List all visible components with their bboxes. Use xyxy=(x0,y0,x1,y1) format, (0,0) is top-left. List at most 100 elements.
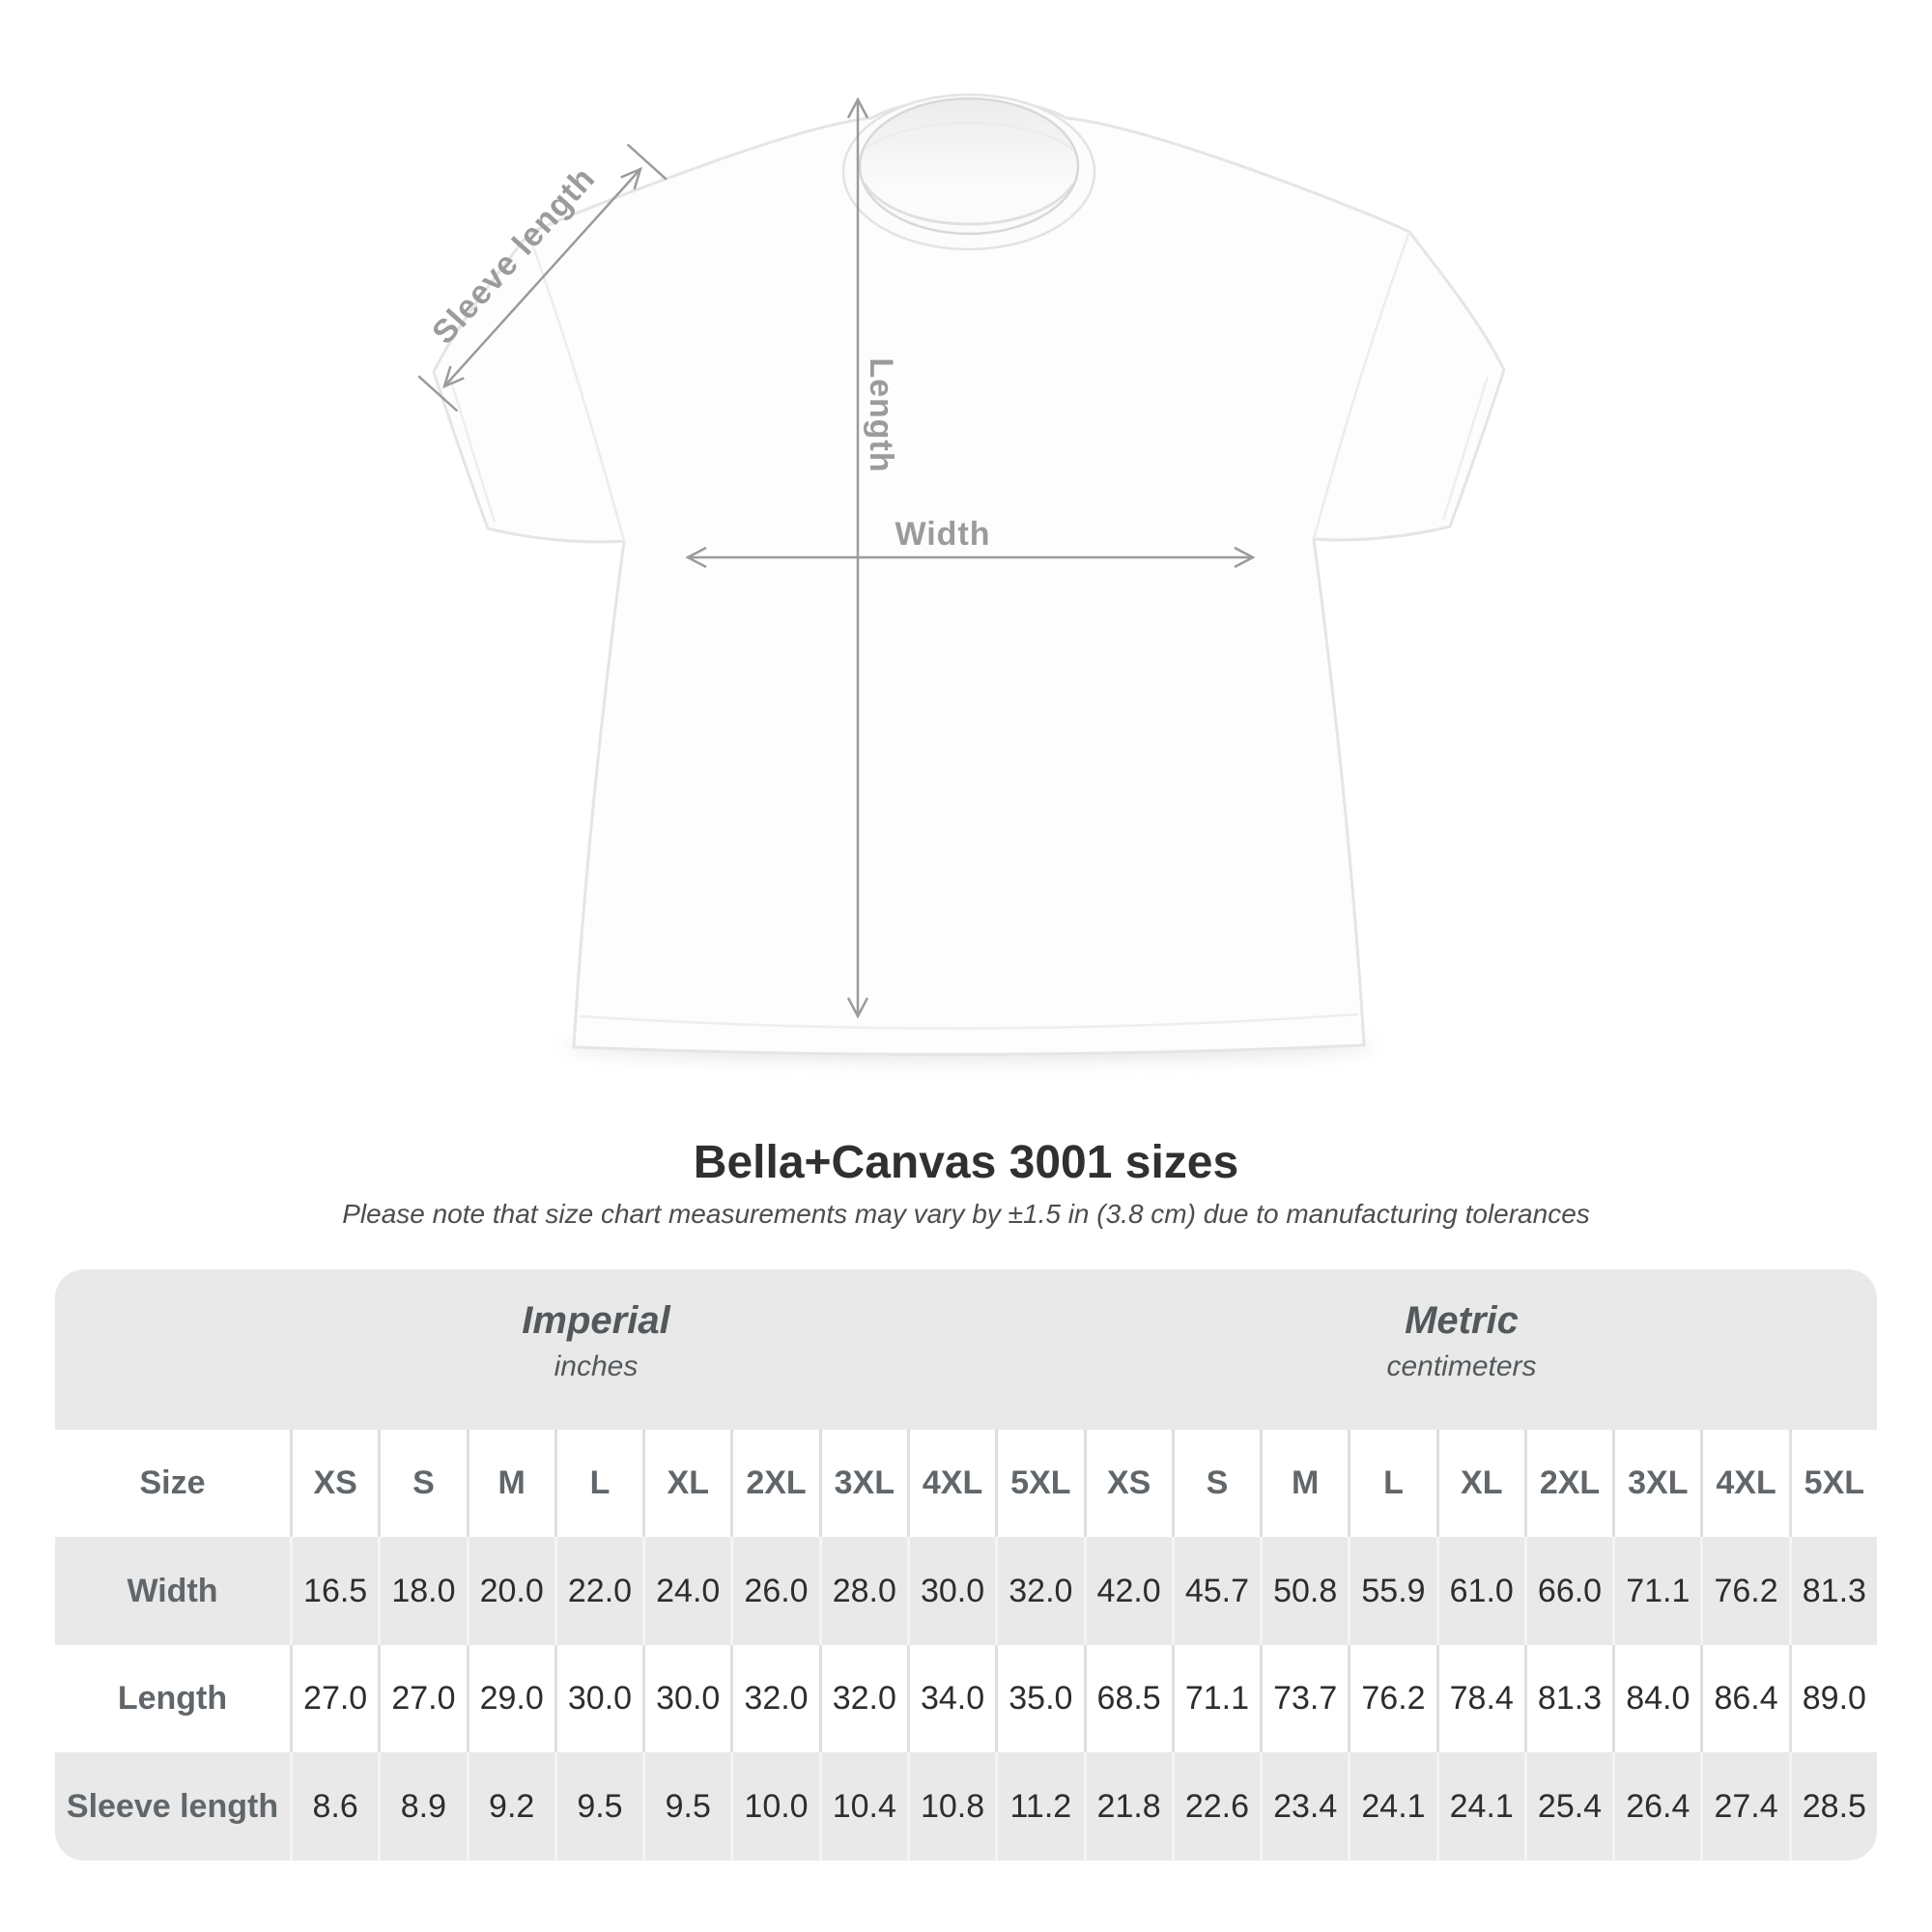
value-cell: 27.0 xyxy=(290,1645,378,1752)
metric-group-unit: centimeters xyxy=(1386,1350,1537,1382)
value-cell: 9.2 xyxy=(466,1752,554,1861)
size-header-cell: S xyxy=(378,1430,466,1537)
size-header-cell: XL xyxy=(642,1430,730,1537)
value-cell: 28.5 xyxy=(1788,1752,1877,1861)
page-title: Bella+Canvas 3001 sizes xyxy=(693,1137,1239,1188)
value-cell: 22.6 xyxy=(1171,1752,1260,1861)
value-cell: 28.0 xyxy=(818,1537,907,1645)
metric-group-name: Metric xyxy=(1405,1299,1519,1342)
width-arrowhead-left xyxy=(685,546,707,569)
value-cell: 61.0 xyxy=(1435,1537,1524,1645)
hem-stitch xyxy=(579,1012,1359,1030)
value-cell: 26.0 xyxy=(730,1537,818,1645)
sleeve-length-row: Sleeve length 8.6 8.9 9.2 9.5 9.5 10.0 1… xyxy=(55,1752,1877,1861)
sleeve-extension-tick-bottom xyxy=(417,375,459,412)
imperial-group-unit: inches xyxy=(554,1350,639,1382)
size-header-cell: 3XL xyxy=(1612,1430,1700,1537)
metric-group-header: Metric centimeters xyxy=(1386,1298,1536,1385)
back-collar-seam xyxy=(864,122,1074,151)
value-cell: 45.7 xyxy=(1171,1537,1260,1645)
row-label: Sleeve length xyxy=(66,1787,279,1825)
sleeve-length-arrow xyxy=(443,168,641,387)
size-header-cell: XS xyxy=(1083,1430,1172,1537)
right-cuff-stitch xyxy=(1441,376,1490,521)
value-cell: 20.0 xyxy=(466,1537,554,1645)
length-arrowhead-top xyxy=(846,97,869,119)
value-cell: 26.4 xyxy=(1612,1752,1700,1861)
sleeve-arrowhead-top xyxy=(620,166,642,190)
length-label: Length xyxy=(863,357,899,472)
length-row: Length 27.0 27.0 29.0 30.0 30.0 32.0 32.… xyxy=(55,1645,1877,1752)
size-header-cell: 3XL xyxy=(818,1430,907,1537)
value-cell: 42.0 xyxy=(1083,1537,1172,1645)
value-cell: 30.0 xyxy=(554,1645,642,1752)
value-cell: 55.9 xyxy=(1348,1537,1435,1645)
size-header-cell: M xyxy=(1260,1430,1348,1537)
row-label: Width xyxy=(127,1572,218,1609)
imperial-group-name: Imperial xyxy=(522,1299,670,1342)
length-arrowhead-bottom xyxy=(846,997,869,1019)
value-cell: 68.5 xyxy=(1083,1645,1172,1752)
value-cell: 32.0 xyxy=(995,1537,1083,1645)
sleeve-arrowhead-bottom xyxy=(442,365,465,389)
right-sleeve-seam xyxy=(1312,231,1411,540)
value-cell: 50.8 xyxy=(1260,1537,1348,1645)
value-cell: 21.8 xyxy=(1083,1752,1172,1861)
value-cell: 89.0 xyxy=(1788,1645,1877,1752)
value-cell: 11.2 xyxy=(995,1752,1083,1861)
value-cell: 9.5 xyxy=(554,1752,642,1861)
size-table: Imperial inches Metric centimeters Size … xyxy=(55,1269,1877,1861)
row-label: Length xyxy=(117,1680,228,1717)
neck-crease xyxy=(863,183,1075,226)
value-cell: 81.3 xyxy=(1523,1645,1612,1752)
value-cell: 76.2 xyxy=(1348,1645,1435,1752)
value-cell: 34.0 xyxy=(906,1645,995,1752)
value-cell: 35.0 xyxy=(995,1645,1083,1752)
value-cell: 23.4 xyxy=(1260,1752,1348,1861)
value-cell: 16.5 xyxy=(290,1537,378,1645)
left-sleeve-seam xyxy=(526,233,626,542)
value-cell: 76.2 xyxy=(1700,1537,1788,1645)
value-cell: 27.0 xyxy=(378,1645,466,1752)
imperial-group-header: Imperial inches xyxy=(522,1298,669,1385)
width-arrowhead-right xyxy=(1234,546,1256,569)
size-header-row: Size XS S M L XL 2XL 3XL 4XL 5XL XS S M … xyxy=(55,1430,1877,1537)
value-cell: 10.0 xyxy=(730,1752,818,1861)
value-cell: 81.3 xyxy=(1788,1537,1877,1645)
size-header-cell: 5XL xyxy=(995,1430,1083,1537)
size-header-cell: L xyxy=(554,1430,642,1537)
value-cell: 24.1 xyxy=(1348,1752,1435,1861)
size-header-cell: XL xyxy=(1435,1430,1524,1537)
size-header-cell: M xyxy=(466,1430,554,1537)
value-cell: 24.1 xyxy=(1435,1752,1524,1861)
value-cell: 9.5 xyxy=(642,1752,730,1861)
left-cuff-stitch xyxy=(448,378,497,523)
tshirt-body-outline xyxy=(432,98,1506,1057)
value-cell: 8.6 xyxy=(290,1752,378,1861)
neck-opening xyxy=(858,97,1080,236)
value-cell: 84.0 xyxy=(1612,1645,1700,1752)
value-cell: 29.0 xyxy=(466,1645,554,1752)
width-label: Width xyxy=(895,516,990,553)
value-cell: 71.1 xyxy=(1171,1645,1260,1752)
value-cell: 10.4 xyxy=(818,1752,907,1861)
value-cell: 32.0 xyxy=(730,1645,818,1752)
value-cell: 78.4 xyxy=(1435,1645,1524,1752)
size-header-cell: 2XL xyxy=(1523,1430,1612,1537)
value-cell: 86.4 xyxy=(1700,1645,1788,1752)
tshirt-illustration xyxy=(432,93,1506,1061)
size-header-cell: S xyxy=(1171,1430,1260,1537)
size-column-label: Size xyxy=(139,1464,206,1501)
size-header-cell: 5XL xyxy=(1788,1430,1877,1537)
value-cell: 8.9 xyxy=(378,1752,466,1861)
value-cell: 30.0 xyxy=(906,1537,995,1645)
value-cell: 25.4 xyxy=(1523,1752,1612,1861)
value-cell: 71.1 xyxy=(1612,1537,1700,1645)
value-cell: 30.0 xyxy=(642,1645,730,1752)
unit-group-header-row: Imperial inches Metric centimeters xyxy=(55,1269,1877,1430)
value-cell: 22.0 xyxy=(554,1537,642,1645)
value-cell: 66.0 xyxy=(1523,1537,1612,1645)
value-cell: 24.0 xyxy=(642,1537,730,1645)
width-row: Width 16.5 18.0 20.0 22.0 24.0 26.0 28.0… xyxy=(55,1537,1877,1645)
